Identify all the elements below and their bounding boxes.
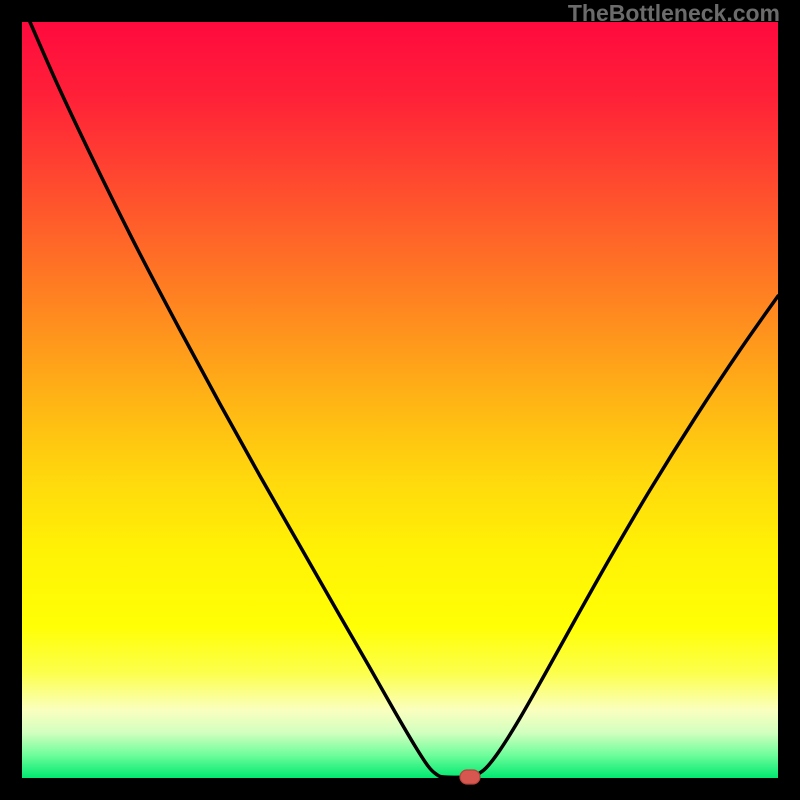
chart-svg — [0, 0, 800, 800]
chart-container: TheBottleneck.com — [0, 0, 800, 800]
watermark-text: TheBottleneck.com — [568, 0, 780, 27]
plot-area — [22, 22, 778, 778]
minimum-marker — [460, 770, 480, 784]
